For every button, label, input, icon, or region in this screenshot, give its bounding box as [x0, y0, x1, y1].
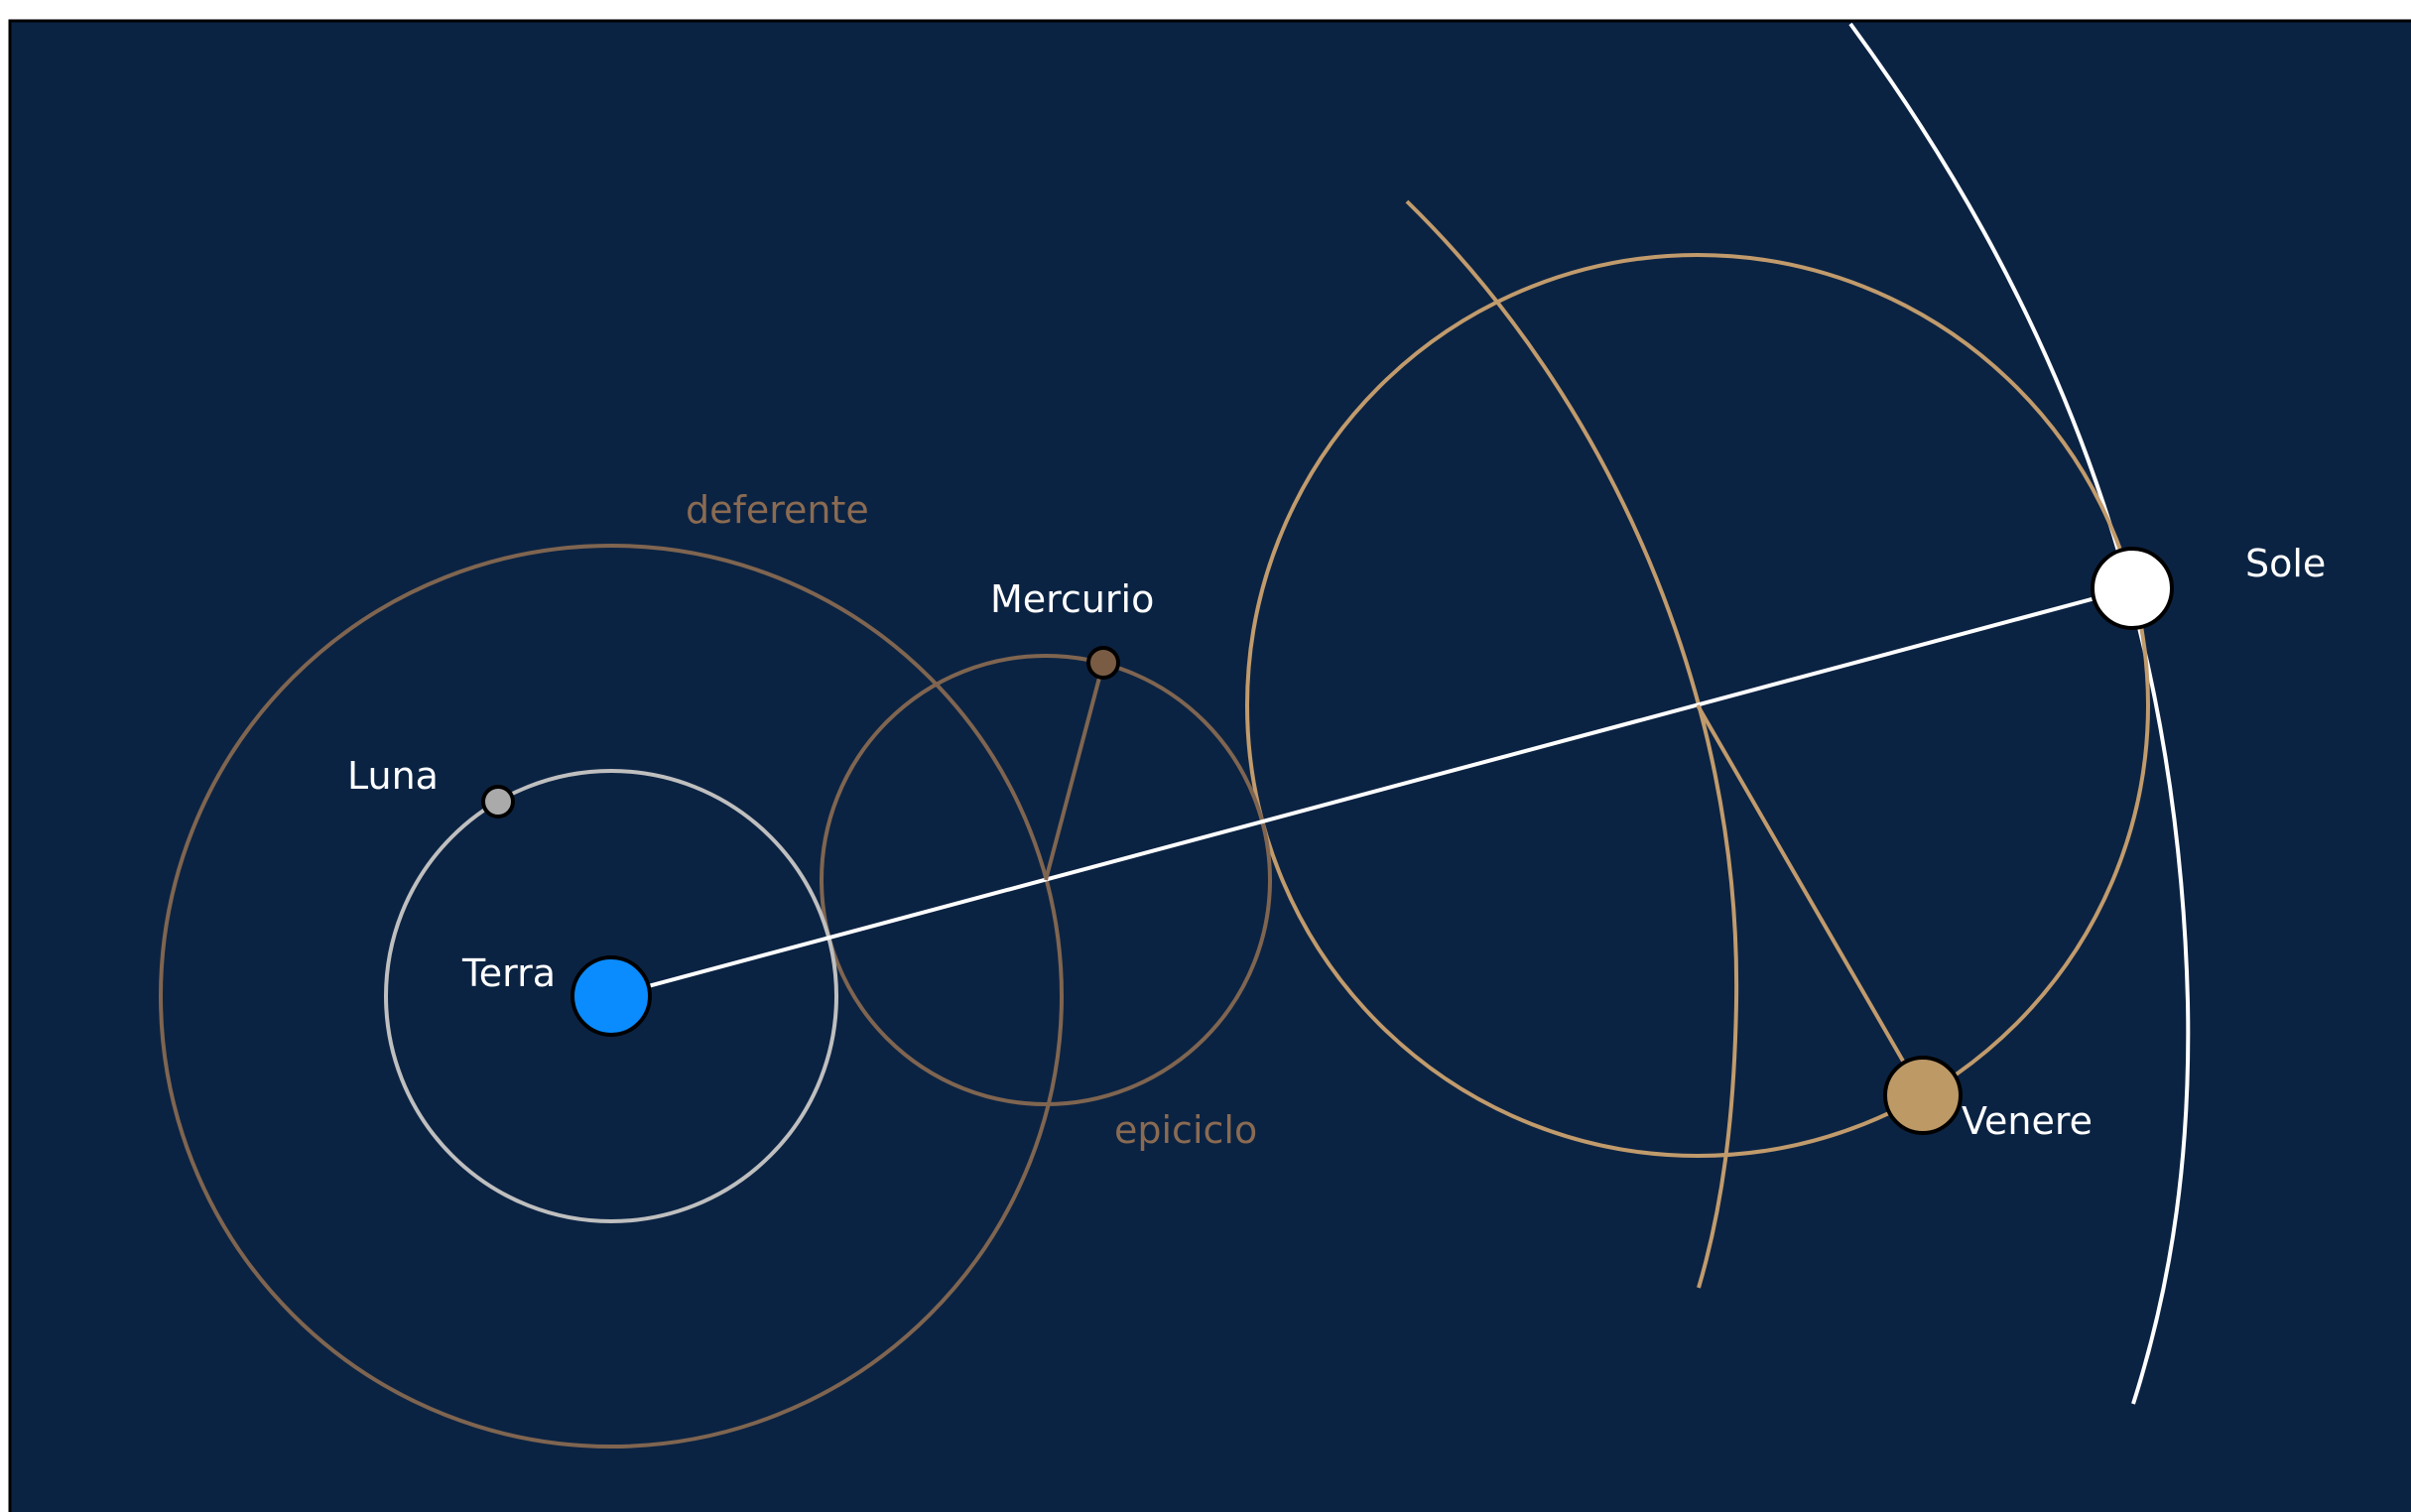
venus-label: Venere: [1962, 1099, 2093, 1143]
venus-deferent-arc: [1405, 199, 1739, 1289]
diagram-background: [8, 19, 2411, 1512]
sun-path-arc: [1848, 22, 2191, 1405]
venus-epicycle-circle: [1245, 253, 2150, 1158]
moon-label: Luna: [347, 754, 439, 798]
mercury-deferent-circle: [159, 544, 1064, 1449]
mercury-epicycle-circle: [820, 654, 1272, 1106]
deferent-label: deferente: [686, 488, 869, 532]
epicycle-label: epiciclo: [1114, 1108, 1257, 1152]
mercury-epicycle-radius: [1044, 662, 1105, 881]
mercury-body: [1086, 646, 1120, 680]
earth-label: Terra: [461, 951, 556, 995]
earth-body: [571, 955, 652, 1037]
earth-sun-line: [610, 586, 2133, 998]
moon-orbit-circle: [384, 769, 838, 1223]
moon-body: [481, 785, 515, 819]
venus-body: [1883, 1056, 1963, 1135]
mercury-label: Mercurio: [990, 577, 1154, 621]
sun-body: [2091, 547, 2174, 630]
sun-label: Sole: [2245, 542, 2326, 585]
venus-epicycle-radius: [1696, 703, 1925, 1097]
